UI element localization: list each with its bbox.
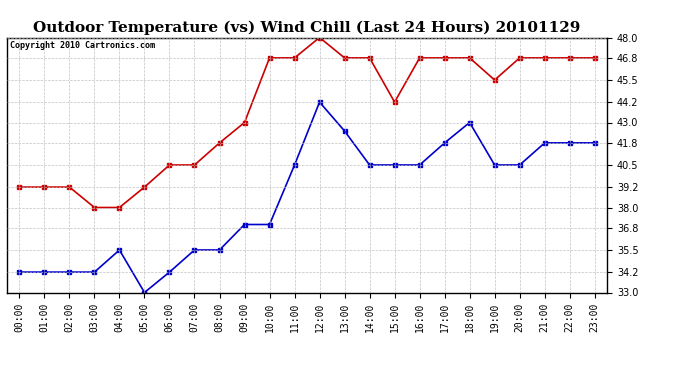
Text: Copyright 2010 Cartronics.com: Copyright 2010 Cartronics.com (10, 41, 155, 50)
Title: Outdoor Temperature (vs) Wind Chill (Last 24 Hours) 20101129: Outdoor Temperature (vs) Wind Chill (Las… (33, 21, 581, 35)
